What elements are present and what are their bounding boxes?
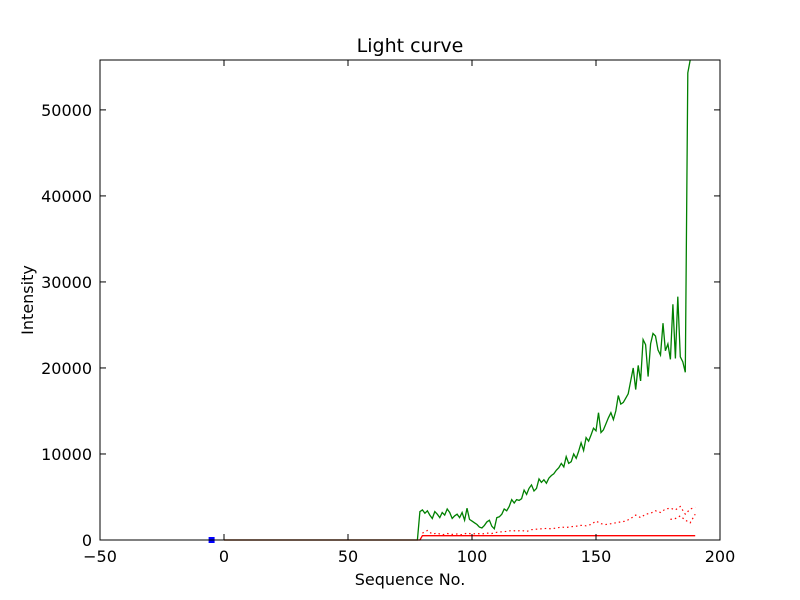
y-tick-label: 30000 <box>41 273 92 292</box>
y-tick-label: 10000 <box>41 445 92 464</box>
x-tick-label: 100 <box>457 547 488 566</box>
x-axis-label: Sequence No. <box>355 570 466 589</box>
y-tick-label: 40000 <box>41 187 92 206</box>
x-tick-label: 50 <box>338 547 358 566</box>
series-0-line <box>224 59 691 541</box>
y-tick-label: 20000 <box>41 359 92 378</box>
x-tick-label: 150 <box>581 547 612 566</box>
x-tick-label: −50 <box>83 547 117 566</box>
y-tick-label: 0 <box>82 531 92 550</box>
x-tick-label: 200 <box>705 547 736 566</box>
ticks-layer: −50 0 50 100 150 2000100002000030000400005000… <box>41 60 735 566</box>
x-tick-label: 0 <box>219 547 229 566</box>
chart-title: Light curve <box>357 35 464 57</box>
series-3-line <box>670 513 696 524</box>
series-2-line <box>422 505 696 536</box>
y-tick-label: 50000 <box>41 101 92 120</box>
plot-area-frame <box>99 59 721 541</box>
y-axis-label: Intensity <box>18 265 37 335</box>
